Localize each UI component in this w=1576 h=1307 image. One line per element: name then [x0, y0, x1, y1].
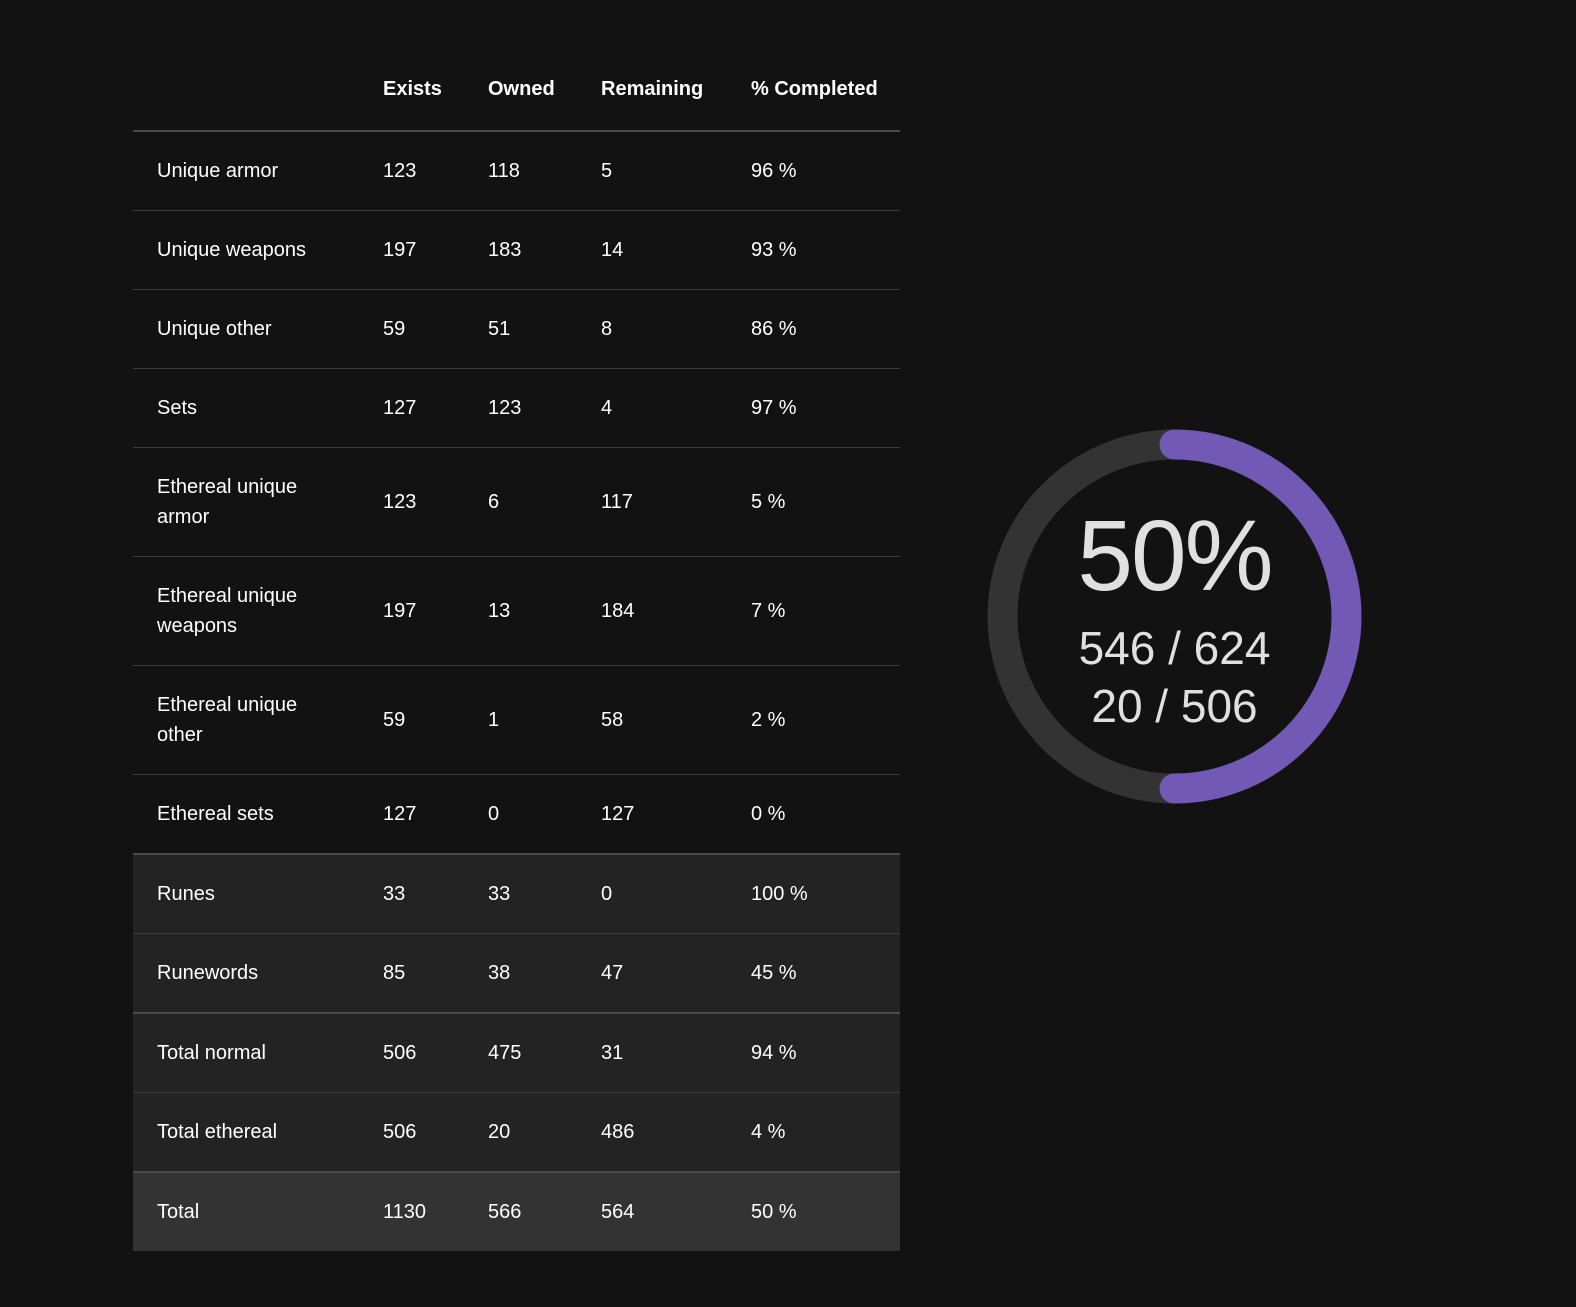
table-row: Runes 33 33 0 100 % [133, 853, 900, 934]
table-row: Sets 127 123 4 97 % [133, 368, 900, 448]
row-exists: 127 [383, 368, 488, 448]
row-remaining: 127 [601, 774, 751, 855]
row-completed: 50 % [751, 1171, 900, 1251]
row-name: Unique other [133, 289, 383, 369]
row-completed: 45 % [751, 933, 900, 1014]
table-row: Unique weapons 197 183 14 93 % [133, 210, 900, 290]
row-owned: 183 [488, 210, 601, 290]
row-name: Total ethereal [133, 1092, 383, 1173]
row-exists: 59 [383, 665, 488, 775]
row-completed: 97 % [751, 368, 900, 448]
row-exists: 506 [383, 1092, 488, 1173]
row-owned: 51 [488, 289, 601, 369]
row-name: Sets [133, 368, 383, 448]
row-name: Unique weapons [133, 210, 383, 290]
header-exists: Exists [383, 48, 488, 132]
row-name: Total normal [133, 1012, 383, 1093]
header-remaining: Remaining [601, 48, 751, 132]
row-completed: 0 % [751, 774, 900, 855]
progress-ring-label: 50% 546 / 624 20 / 506 [987, 429, 1362, 804]
row-name: Ethereal unique armor [133, 447, 383, 557]
table-row: Ethereal sets 127 0 127 0 % [133, 774, 900, 855]
row-completed: 7 % [751, 556, 900, 666]
row-remaining: 58 [601, 665, 751, 775]
row-exists: 33 [383, 853, 488, 934]
row-remaining: 486 [601, 1092, 751, 1173]
row-exists: 85 [383, 933, 488, 1014]
row-remaining: 4 [601, 368, 751, 448]
row-completed: 96 % [751, 131, 900, 211]
row-owned: 33 [488, 853, 601, 934]
row-completed: 2 % [751, 665, 900, 775]
progress-secondary-count: 20 / 506 [1091, 680, 1258, 732]
row-remaining: 117 [601, 447, 751, 557]
row-remaining: 0 [601, 853, 751, 934]
row-owned: 566 [488, 1171, 601, 1251]
progress-primary-count: 546 / 624 [1078, 622, 1271, 674]
row-name: Unique armor [133, 131, 383, 211]
row-exists: 59 [383, 289, 488, 369]
table-row: Ethereal unique weapons 197 13 184 7 % [133, 556, 900, 666]
row-owned: 123 [488, 368, 601, 448]
collection-stats-table: Exists Owned Remaining % Completed Uniqu… [133, 48, 900, 1251]
progress-percent: 50% [1077, 500, 1273, 612]
table-row: Total ethereal 506 20 486 4 % [133, 1092, 900, 1173]
table-row: Ethereal unique other 59 1 58 2 % [133, 665, 900, 775]
table-row: Runewords 85 38 47 45 % [133, 933, 900, 1014]
row-exists: 127 [383, 774, 488, 855]
row-remaining: 5 [601, 131, 751, 211]
row-owned: 13 [488, 556, 601, 666]
table-row: Ethereal unique armor 123 6 117 5 % [133, 447, 900, 557]
progress-ring-arc [1159, 429, 1362, 804]
table-row-total: Total 1130 566 564 50 % [133, 1171, 900, 1251]
row-completed: 86 % [751, 289, 900, 369]
row-completed: 94 % [751, 1012, 900, 1093]
row-owned: 0 [488, 774, 601, 855]
row-owned: 118 [488, 131, 601, 211]
header-completed: % Completed [751, 48, 900, 132]
table-header-row: Exists Owned Remaining % Completed [133, 48, 900, 132]
table-row: Unique other 59 51 8 86 % [133, 289, 900, 369]
row-name: Runewords [133, 933, 383, 1014]
row-name: Ethereal sets [133, 774, 383, 855]
row-exists: 123 [383, 447, 488, 557]
row-remaining: 184 [601, 556, 751, 666]
row-exists: 197 [383, 210, 488, 290]
row-exists: 197 [383, 556, 488, 666]
row-owned: 475 [488, 1012, 601, 1093]
row-name: Ethereal unique other [133, 665, 383, 775]
row-remaining: 31 [601, 1012, 751, 1093]
row-owned: 6 [488, 447, 601, 557]
row-exists: 506 [383, 1012, 488, 1093]
row-remaining: 564 [601, 1171, 751, 1251]
row-owned: 38 [488, 933, 601, 1014]
header-name [133, 48, 383, 132]
row-name: Runes [133, 853, 383, 934]
row-completed: 4 % [751, 1092, 900, 1173]
row-remaining: 8 [601, 289, 751, 369]
row-owned: 1 [488, 665, 601, 775]
header-owned: Owned [488, 48, 601, 132]
row-remaining: 47 [601, 933, 751, 1014]
row-exists: 1130 [383, 1171, 488, 1251]
table-row: Unique armor 123 118 5 96 % [133, 131, 900, 211]
row-owned: 20 [488, 1092, 601, 1173]
row-name: Ethereal unique weapons [133, 556, 383, 666]
progress-ring [987, 429, 1362, 804]
row-remaining: 14 [601, 210, 751, 290]
row-exists: 123 [383, 131, 488, 211]
row-completed: 5 % [751, 447, 900, 557]
row-name: Total [133, 1171, 383, 1251]
row-completed: 93 % [751, 210, 900, 290]
table-row: Total normal 506 475 31 94 % [133, 1012, 900, 1093]
row-completed: 100 % [751, 853, 900, 934]
